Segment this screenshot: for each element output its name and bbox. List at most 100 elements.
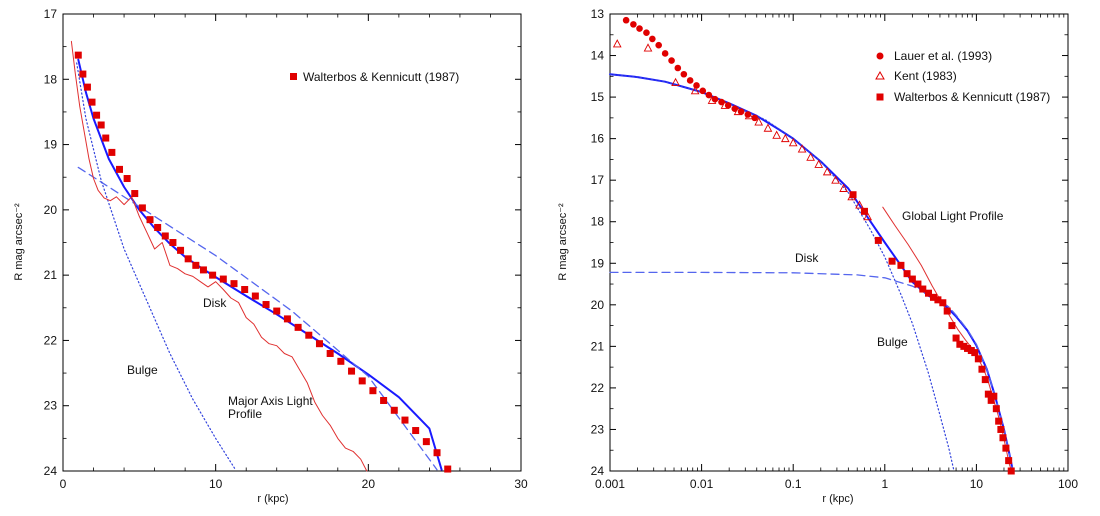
right-point-square (943, 307, 951, 315)
right-point-open-triangle (733, 106, 743, 116)
right-point-circle (668, 57, 675, 64)
right-point-square (929, 293, 937, 301)
right-y-tick-label: 20 (591, 298, 605, 312)
right-point-circle (731, 105, 739, 113)
left-point-square (108, 148, 116, 156)
right-y-tick-label: 17 (591, 173, 605, 187)
left-point-square (177, 246, 185, 254)
right-point-square (999, 434, 1007, 442)
right-point-circle (711, 95, 719, 103)
left-y-axis-label: R mag arcsec⁻² (13, 203, 25, 281)
left-legend: Walterbos & Kennicutt (1987) (290, 70, 459, 84)
right-point-square (903, 270, 911, 278)
left-point-square (262, 301, 270, 309)
left-point-square (97, 121, 105, 129)
right-y-tick-label: 13 (591, 7, 605, 21)
left-point-square (161, 232, 169, 240)
left-x-axis-label: r (kpc) (257, 493, 288, 505)
left-point-square (380, 396, 388, 404)
right-point-square (849, 191, 857, 199)
left-curve-bulge (76, 62, 237, 471)
left-point-square (337, 357, 345, 365)
right-y-tick-label: 19 (591, 256, 605, 270)
left-point-square (444, 465, 452, 473)
right-point-square (888, 257, 896, 265)
right-x-tick-label: 0.1 (785, 477, 802, 491)
left-point-square (199, 266, 207, 274)
left-x-tick-label: 20 (362, 477, 376, 491)
left-point-square (412, 427, 420, 435)
legend-marker-square (290, 73, 297, 80)
legend-marker-square (876, 93, 884, 101)
right-point-square (971, 349, 979, 357)
right-point-square (1002, 444, 1010, 452)
right-point-square (874, 236, 882, 244)
right-point-square (956, 340, 964, 348)
right-point-square (919, 285, 927, 293)
right-point-circle (630, 21, 637, 28)
left-annotation-bulge: Bulge (127, 363, 158, 377)
left-plot-frame (62, 13, 522, 472)
left-point-square (88, 98, 96, 106)
right-y-tick-label: 14 (591, 49, 605, 63)
right-point-open-triangle (772, 130, 782, 139)
right-ticks: 13 14 15 16 17 18 19 20 21 22 23 240.001 0.01 0.1 1 10 1… (591, 7, 1079, 491)
right-point-circle (705, 91, 713, 99)
right-point-square (992, 405, 1000, 413)
right-x-tick-label: 10 (970, 477, 984, 491)
left-point-square (401, 416, 409, 424)
left-point-square (422, 438, 430, 446)
left-y-tick-label: 19 (44, 138, 58, 152)
right-point-open-triangle (612, 39, 622, 48)
right-point-circle (661, 50, 669, 57)
left-curve-major-axis-profile (70, 40, 368, 472)
right-point-open-triangle (831, 175, 840, 184)
left-point-square (219, 275, 227, 283)
left-point-square (241, 286, 249, 294)
right-y-tick-label: 15 (591, 90, 605, 104)
right-point-square (1005, 457, 1013, 465)
left-annotation-disk: Disk (203, 296, 227, 310)
right-point-square (997, 425, 1005, 433)
right-point-open-triangle (788, 138, 798, 147)
right-point-square (984, 390, 992, 398)
right-point-square (934, 296, 942, 304)
legend-marker-circle (876, 52, 884, 60)
right-x-axis-label: r (kpc) (822, 493, 853, 505)
left-x-tick-label: 0 (60, 477, 67, 491)
right-point-open-triangle (806, 152, 815, 161)
right-point-open-triangle (707, 95, 717, 104)
right-point-circle (751, 114, 759, 122)
right-point-open-triangle (780, 133, 790, 143)
left-point-square (146, 216, 154, 224)
right-legend-label-0: Lauer et al. (1993) (894, 49, 992, 63)
right-point-open-triangle (814, 159, 824, 168)
right-chart: 13 14 15 16 17 18 19 20 21 22 23 240.001 0.01 0.1 1 10 1… (557, 7, 1078, 505)
right-annotation-global-profile: Global Light Profile (902, 209, 1004, 223)
left-x-tick-label: 30 (514, 477, 528, 491)
left-point-square (305, 331, 313, 339)
left-points (74, 51, 452, 473)
right-point-square (960, 342, 968, 350)
right-point-square (952, 334, 960, 342)
left-point-square (79, 70, 87, 78)
left-point-square (115, 165, 123, 173)
right-point-square (948, 322, 956, 330)
right-legend-label-1: Kent (1983) (894, 69, 957, 83)
right-point-square (860, 207, 868, 215)
left-point-square (273, 307, 281, 315)
right-point-open-triangle (839, 183, 848, 192)
left-legend-label-0: Walterbos & Kennicutt (1987) (303, 70, 459, 84)
right-point-square (987, 396, 995, 404)
left-point-square (74, 51, 82, 59)
left-point-square (283, 315, 291, 323)
legend-marker-triangle (875, 70, 885, 80)
left-point-square (348, 367, 356, 375)
right-point-square (897, 261, 905, 269)
left-y-tick-label: 21 (44, 268, 58, 282)
right-points (612, 16, 1015, 475)
left-point-square (209, 271, 217, 279)
left-point-square (251, 292, 259, 300)
right-point-square (974, 355, 982, 363)
